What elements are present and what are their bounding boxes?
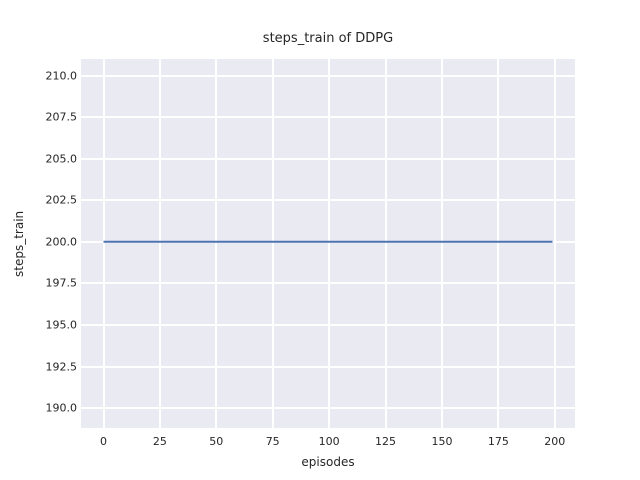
x-axis-label: episodes — [301, 455, 355, 469]
chart-title: steps_train of DDPG — [262, 31, 394, 46]
y-tick-label: 190.0 — [45, 401, 78, 415]
grid-line-vertical — [102, 59, 105, 428]
y-tick-label: 197.5 — [45, 276, 78, 290]
grid-line-horizontal — [81, 282, 575, 285]
grid-line-horizontal — [81, 116, 575, 119]
plot-area — [81, 59, 575, 428]
y-tick-label: 200.0 — [45, 235, 78, 249]
grid-line-horizontal — [81, 199, 575, 202]
grid-line-vertical — [441, 59, 443, 428]
x-tick-label: 125 — [375, 435, 396, 448]
x-tick-label: 100 — [318, 435, 340, 448]
y-tick-label: 205.0 — [45, 152, 78, 166]
y-tick-label: 202.5 — [45, 193, 78, 207]
grid-line-vertical — [271, 59, 274, 428]
x-tick-label: 75 — [265, 435, 280, 448]
x-tick-label: 25 — [152, 435, 167, 448]
grid-line-horizontal — [81, 157, 575, 160]
grid-line-vertical — [328, 59, 331, 428]
grid-line-horizontal — [81, 407, 575, 410]
y-tick-labels: 190.0 192.5 195.0 197.5 200.0 202.5 205.0 207.5… — [0, 59, 78, 428]
grid-line-vertical — [215, 59, 218, 428]
x-tick-label: 0 — [100, 435, 107, 448]
y-tick-label: 210.0 — [45, 69, 78, 83]
y-tick-label: 207.5 — [45, 110, 78, 124]
y-axis-label-text: steps_train — [12, 210, 26, 277]
grid-line-horizontal — [81, 74, 575, 77]
x-tick-label: 200 — [544, 435, 566, 448]
x-tick-label: 150 — [431, 435, 453, 448]
y-axis-label: steps_train — [10, 59, 28, 428]
grid-line-horizontal — [81, 323, 575, 326]
y-tick-label: 195.0 — [45, 318, 78, 332]
grid-line-vertical — [384, 59, 387, 428]
x-tick-label: 50 — [209, 435, 224, 448]
grid-line-horizontal — [81, 365, 575, 368]
line-layer — [103, 240, 553, 243]
grid-line-vertical — [497, 59, 500, 428]
y-tick-label: 192.5 — [45, 360, 78, 373]
x-tick-labels: 0 25 50 75 100 125 150 175 200 — [81, 435, 575, 449]
grid-line-vertical — [553, 59, 556, 428]
x-tick-label: 175 — [487, 435, 509, 448]
grid-line-vertical — [158, 59, 161, 428]
